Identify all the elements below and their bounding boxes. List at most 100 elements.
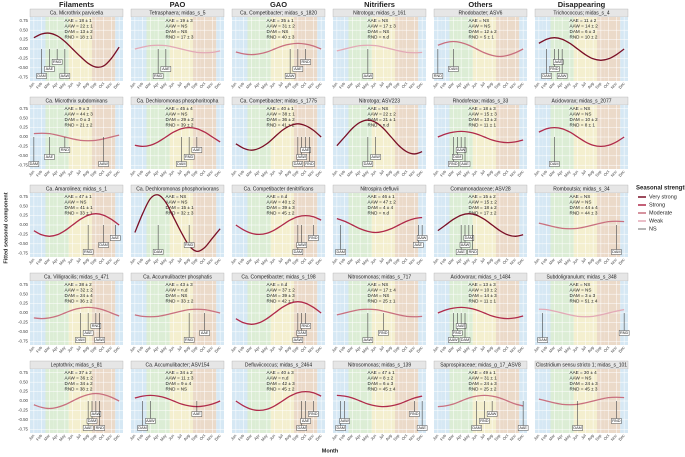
marker-box	[455, 249, 467, 255]
x-tick-label: Nov	[105, 345, 113, 354]
marker-label: AAE	[302, 419, 310, 423]
marker-label: AAE	[46, 67, 54, 71]
marker-label: RND	[449, 162, 457, 166]
marker-box	[448, 66, 459, 72]
marker-box	[448, 337, 459, 343]
x-tick-label: Sep	[594, 433, 603, 442]
x-tick-label: May	[260, 257, 269, 266]
marker-box	[362, 73, 374, 79]
x-tick-label: Jul	[176, 433, 183, 440]
marker-box	[300, 418, 311, 424]
panel-title: Rhodobacter; ASV6	[459, 11, 503, 17]
x-tick-label: Jul	[580, 433, 587, 440]
marker-label: RND	[305, 162, 313, 166]
marker-box	[191, 147, 203, 153]
x-tick-label: Nov	[307, 257, 315, 266]
seasonal-curve	[336, 308, 423, 318]
x-tick-label: May	[159, 169, 168, 178]
x-tick-label: Jun	[167, 433, 175, 441]
x-tick-label: Sep	[392, 257, 401, 266]
x-tick-label: Aug	[485, 433, 493, 442]
marker-label: AAW	[488, 412, 497, 416]
x-tick-label: Jun	[268, 257, 276, 265]
x-tick-label: Apr	[152, 345, 160, 353]
panel-title: Ca. Dechloromonas phosphorivorans	[136, 187, 219, 193]
panel-title: Acidovorax; midas_s_2077	[551, 99, 611, 105]
x-tick-label: Aug	[182, 257, 190, 266]
seasonal-curve	[134, 126, 221, 148]
x-tick-label: May	[58, 169, 67, 178]
marker-label: AAW	[146, 419, 155, 423]
x-tick-label: Jul	[277, 433, 284, 440]
x-tick-label: Feb	[540, 345, 549, 354]
seasonal-curve	[336, 119, 423, 155]
x-tick-label: Jul	[176, 345, 183, 352]
panel-title: Tetrasphaera; midas_s_5	[149, 11, 205, 17]
x-tick-label: Dec	[314, 81, 322, 90]
seasonal-curve	[538, 37, 625, 61]
x-tick-label: Oct	[198, 344, 206, 353]
x-tick-label: Jan	[330, 81, 338, 89]
x-tick-label: May	[260, 345, 269, 354]
marker-box	[292, 66, 304, 72]
x-tick-label: Jan	[27, 257, 35, 265]
stat-line: AAW = NS	[570, 376, 592, 381]
marker-box	[432, 73, 444, 79]
x-tick-label: Jan	[229, 169, 237, 177]
stat-line: AAW = n.d	[267, 376, 289, 381]
x-tick-label: Oct	[97, 256, 105, 265]
marker-label: DAM	[612, 250, 620, 254]
marker-label: AAE	[84, 331, 92, 335]
stat-line: AAE = NS	[368, 18, 389, 23]
x-tick-label: Jun	[470, 81, 478, 89]
x-tick-label: Nov	[509, 345, 517, 354]
x-tick-label: Feb	[540, 257, 549, 266]
x-tick-label: Mar	[548, 345, 557, 354]
x-tick-label: Dec	[516, 345, 524, 354]
marker-box	[176, 161, 187, 167]
x-tick-label: Apr	[253, 345, 261, 353]
panel-title: Nitrosomonas; midas_s_139	[348, 363, 412, 369]
marker-label: AAE	[414, 243, 422, 247]
seasonal-curve	[437, 394, 524, 408]
marker-label: DAM	[453, 155, 461, 159]
x-tick-label: Feb	[237, 345, 246, 354]
x-tick-label: Apr	[354, 345, 362, 353]
x-tick-label: Sep	[594, 81, 603, 90]
x-tick-label: Nov	[610, 345, 618, 354]
x-tick-label: Apr	[455, 169, 463, 177]
x-tick-label: Nov	[509, 433, 517, 442]
seasonal-curve	[33, 213, 120, 237]
panel-title: Ca. Competibacter; midas_s_198	[241, 275, 315, 281]
stat-line: AAE = 30 ± 4	[570, 370, 598, 375]
legend-label: Strong	[649, 202, 665, 208]
x-tick-label: Sep	[594, 169, 603, 178]
seasonal-curve	[134, 194, 221, 253]
x-tick-label: Aug	[81, 169, 89, 178]
x-tick-label: Mar	[144, 257, 153, 266]
marker-box	[110, 235, 121, 241]
x-tick-label: Sep	[190, 81, 199, 90]
x-tick-label: Jul	[580, 345, 587, 352]
stat-line: DAM = 14 ± 3	[469, 293, 498, 298]
x-tick-label: Sep	[89, 81, 98, 90]
y-tick-label: -0.25	[18, 144, 29, 149]
x-tick-label: Apr	[253, 257, 261, 265]
x-tick-label: Dec	[314, 257, 322, 266]
stat-line: DAM = 6 ± 3	[368, 381, 394, 386]
stat-line: AAW = 47 ± 2	[368, 200, 397, 205]
x-tick-label: Jun	[66, 433, 74, 441]
marker-label: DAM	[298, 426, 306, 430]
x-tick-label: Aug	[485, 345, 493, 354]
marker-box	[553, 59, 564, 65]
x-tick-label: Feb	[338, 433, 347, 442]
x-tick-label: Mar	[346, 81, 355, 90]
marker-label: AAE	[201, 331, 209, 335]
x-tick-label: Sep	[291, 169, 300, 178]
marker-label: RND	[302, 60, 310, 64]
marker-box	[292, 161, 304, 167]
x-tick-label: Jun	[167, 345, 175, 353]
x-tick-label: Oct	[299, 256, 307, 265]
x-tick-label: Aug	[81, 81, 89, 90]
column-header: GAO	[270, 0, 287, 9]
